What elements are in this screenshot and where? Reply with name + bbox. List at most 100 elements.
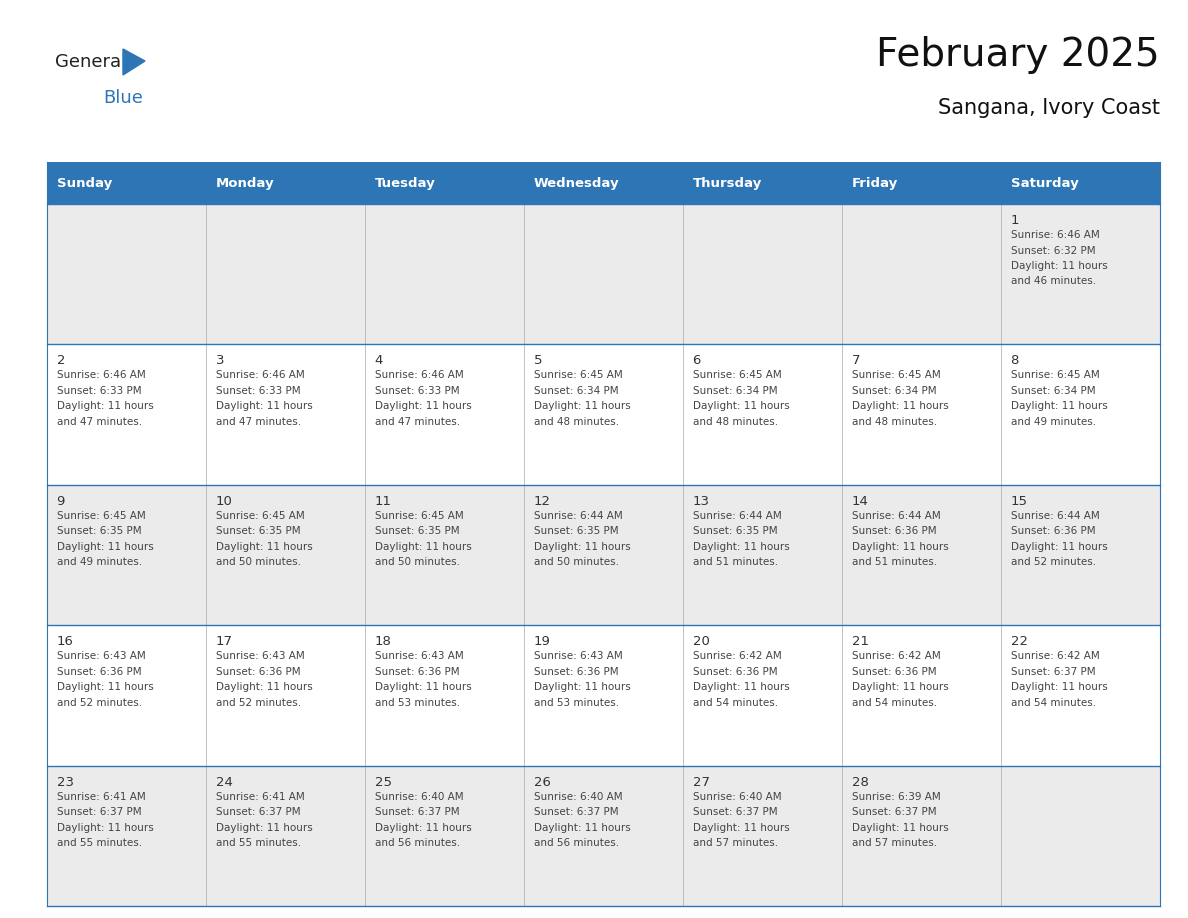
Text: Sunset: 6:37 PM: Sunset: 6:37 PM: [374, 807, 460, 817]
Text: 14: 14: [852, 495, 868, 508]
Text: Sunrise: 6:43 AM: Sunrise: 6:43 AM: [374, 651, 463, 661]
Text: Sunrise: 6:45 AM: Sunrise: 6:45 AM: [57, 510, 145, 521]
Text: Sunrise: 6:42 AM: Sunrise: 6:42 AM: [1011, 651, 1099, 661]
Text: Sunrise: 6:43 AM: Sunrise: 6:43 AM: [57, 651, 145, 661]
Text: and 52 minutes.: and 52 minutes.: [57, 698, 141, 708]
Text: Sunrise: 6:46 AM: Sunrise: 6:46 AM: [215, 370, 304, 380]
Text: Sunrise: 6:44 AM: Sunrise: 6:44 AM: [1011, 510, 1099, 521]
Text: Daylight: 11 hours: Daylight: 11 hours: [215, 823, 312, 833]
Text: Sunset: 6:32 PM: Sunset: 6:32 PM: [1011, 245, 1095, 255]
Bar: [48, 344, 1159, 485]
Text: and 51 minutes.: and 51 minutes.: [693, 557, 778, 567]
Text: Sunrise: 6:45 AM: Sunrise: 6:45 AM: [215, 510, 304, 521]
Text: Sunrise: 6:42 AM: Sunrise: 6:42 AM: [693, 651, 782, 661]
Bar: [1001, 162, 1159, 204]
Text: Sunrise: 6:45 AM: Sunrise: 6:45 AM: [693, 370, 782, 380]
Text: and 54 minutes.: and 54 minutes.: [852, 698, 936, 708]
Text: and 55 minutes.: and 55 minutes.: [215, 838, 301, 848]
Text: and 55 minutes.: and 55 minutes.: [57, 838, 141, 848]
Text: Daylight: 11 hours: Daylight: 11 hours: [533, 401, 631, 411]
Bar: [48, 625, 1159, 766]
Text: Daylight: 11 hours: Daylight: 11 hours: [693, 401, 789, 411]
Text: Daylight: 11 hours: Daylight: 11 hours: [57, 542, 153, 552]
Text: Daylight: 11 hours: Daylight: 11 hours: [693, 823, 789, 833]
Text: Daylight: 11 hours: Daylight: 11 hours: [57, 401, 153, 411]
Text: Tuesday: Tuesday: [374, 176, 435, 189]
Text: Sunrise: 6:40 AM: Sunrise: 6:40 AM: [374, 791, 463, 801]
Text: and 51 minutes.: and 51 minutes.: [852, 557, 936, 567]
Text: Sunset: 6:37 PM: Sunset: 6:37 PM: [215, 807, 301, 817]
Text: Daylight: 11 hours: Daylight: 11 hours: [852, 823, 948, 833]
Text: Sunset: 6:37 PM: Sunset: 6:37 PM: [533, 807, 618, 817]
Text: 24: 24: [215, 776, 233, 789]
Text: and 54 minutes.: and 54 minutes.: [693, 698, 778, 708]
Text: Sunrise: 6:42 AM: Sunrise: 6:42 AM: [852, 651, 940, 661]
Text: 22: 22: [1011, 635, 1028, 648]
Text: Daylight: 11 hours: Daylight: 11 hours: [852, 682, 948, 692]
Text: Sunset: 6:34 PM: Sunset: 6:34 PM: [533, 386, 618, 396]
Text: Sunset: 6:36 PM: Sunset: 6:36 PM: [533, 666, 618, 677]
Text: and 54 minutes.: and 54 minutes.: [1011, 698, 1095, 708]
Text: Daylight: 11 hours: Daylight: 11 hours: [215, 682, 312, 692]
Text: 4: 4: [374, 354, 383, 367]
Text: Sunrise: 6:43 AM: Sunrise: 6:43 AM: [533, 651, 623, 661]
Text: Sunrise: 6:46 AM: Sunrise: 6:46 AM: [374, 370, 463, 380]
Text: Daylight: 11 hours: Daylight: 11 hours: [215, 401, 312, 411]
Text: 18: 18: [374, 635, 391, 648]
Text: 12: 12: [533, 495, 550, 508]
Text: Daylight: 11 hours: Daylight: 11 hours: [215, 542, 312, 552]
Text: Daylight: 11 hours: Daylight: 11 hours: [533, 823, 631, 833]
Text: and 56 minutes.: and 56 minutes.: [533, 838, 619, 848]
Text: and 49 minutes.: and 49 minutes.: [1011, 417, 1095, 427]
Text: and 48 minutes.: and 48 minutes.: [693, 417, 778, 427]
Text: Sunset: 6:36 PM: Sunset: 6:36 PM: [374, 666, 460, 677]
Text: 6: 6: [693, 354, 701, 367]
Text: and 46 minutes.: and 46 minutes.: [1011, 276, 1095, 286]
Text: Daylight: 11 hours: Daylight: 11 hours: [852, 542, 948, 552]
Text: Sunrise: 6:43 AM: Sunrise: 6:43 AM: [215, 651, 304, 661]
Text: Daylight: 11 hours: Daylight: 11 hours: [1011, 542, 1107, 552]
Text: Sunset: 6:35 PM: Sunset: 6:35 PM: [533, 526, 618, 536]
Text: 10: 10: [215, 495, 233, 508]
Text: Sunset: 6:37 PM: Sunset: 6:37 PM: [852, 807, 936, 817]
Text: Monday: Monday: [215, 176, 274, 189]
Text: Sunrise: 6:45 AM: Sunrise: 6:45 AM: [374, 510, 463, 521]
Text: Sunday: Sunday: [57, 176, 112, 189]
Text: Sunset: 6:33 PM: Sunset: 6:33 PM: [215, 386, 301, 396]
Text: and 48 minutes.: and 48 minutes.: [852, 417, 936, 427]
Text: Sunset: 6:35 PM: Sunset: 6:35 PM: [57, 526, 141, 536]
Text: Sunset: 6:36 PM: Sunset: 6:36 PM: [852, 526, 936, 536]
Text: Sunset: 6:35 PM: Sunset: 6:35 PM: [374, 526, 460, 536]
Text: and 49 minutes.: and 49 minutes.: [57, 557, 141, 567]
Text: 23: 23: [57, 776, 74, 789]
Text: Daylight: 11 hours: Daylight: 11 hours: [533, 682, 631, 692]
Text: Sunset: 6:37 PM: Sunset: 6:37 PM: [1011, 666, 1095, 677]
Text: Thursday: Thursday: [693, 176, 762, 189]
Text: Sunset: 6:36 PM: Sunset: 6:36 PM: [1011, 526, 1095, 536]
Text: Sunrise: 6:39 AM: Sunrise: 6:39 AM: [852, 791, 940, 801]
Bar: [842, 162, 1001, 204]
Text: Sunrise: 6:46 AM: Sunrise: 6:46 AM: [57, 370, 145, 380]
Text: Sunset: 6:37 PM: Sunset: 6:37 PM: [693, 807, 777, 817]
Bar: [48, 204, 1159, 344]
Polygon shape: [124, 49, 145, 75]
Text: and 53 minutes.: and 53 minutes.: [374, 698, 460, 708]
Text: 20: 20: [693, 635, 709, 648]
Text: Friday: Friday: [852, 176, 898, 189]
Text: Sunset: 6:37 PM: Sunset: 6:37 PM: [57, 807, 141, 817]
Text: 28: 28: [852, 776, 868, 789]
Text: Daylight: 11 hours: Daylight: 11 hours: [1011, 261, 1107, 271]
Text: and 47 minutes.: and 47 minutes.: [57, 417, 141, 427]
Text: Saturday: Saturday: [1011, 176, 1079, 189]
Bar: [48, 485, 1159, 625]
Text: Daylight: 11 hours: Daylight: 11 hours: [374, 542, 472, 552]
Text: General: General: [55, 53, 126, 71]
Text: Sunset: 6:34 PM: Sunset: 6:34 PM: [693, 386, 777, 396]
Text: 25: 25: [374, 776, 392, 789]
Text: and 57 minutes.: and 57 minutes.: [852, 838, 936, 848]
Text: 8: 8: [1011, 354, 1019, 367]
Text: 5: 5: [533, 354, 542, 367]
Text: 27: 27: [693, 776, 709, 789]
Text: and 48 minutes.: and 48 minutes.: [533, 417, 619, 427]
Text: Daylight: 11 hours: Daylight: 11 hours: [852, 401, 948, 411]
